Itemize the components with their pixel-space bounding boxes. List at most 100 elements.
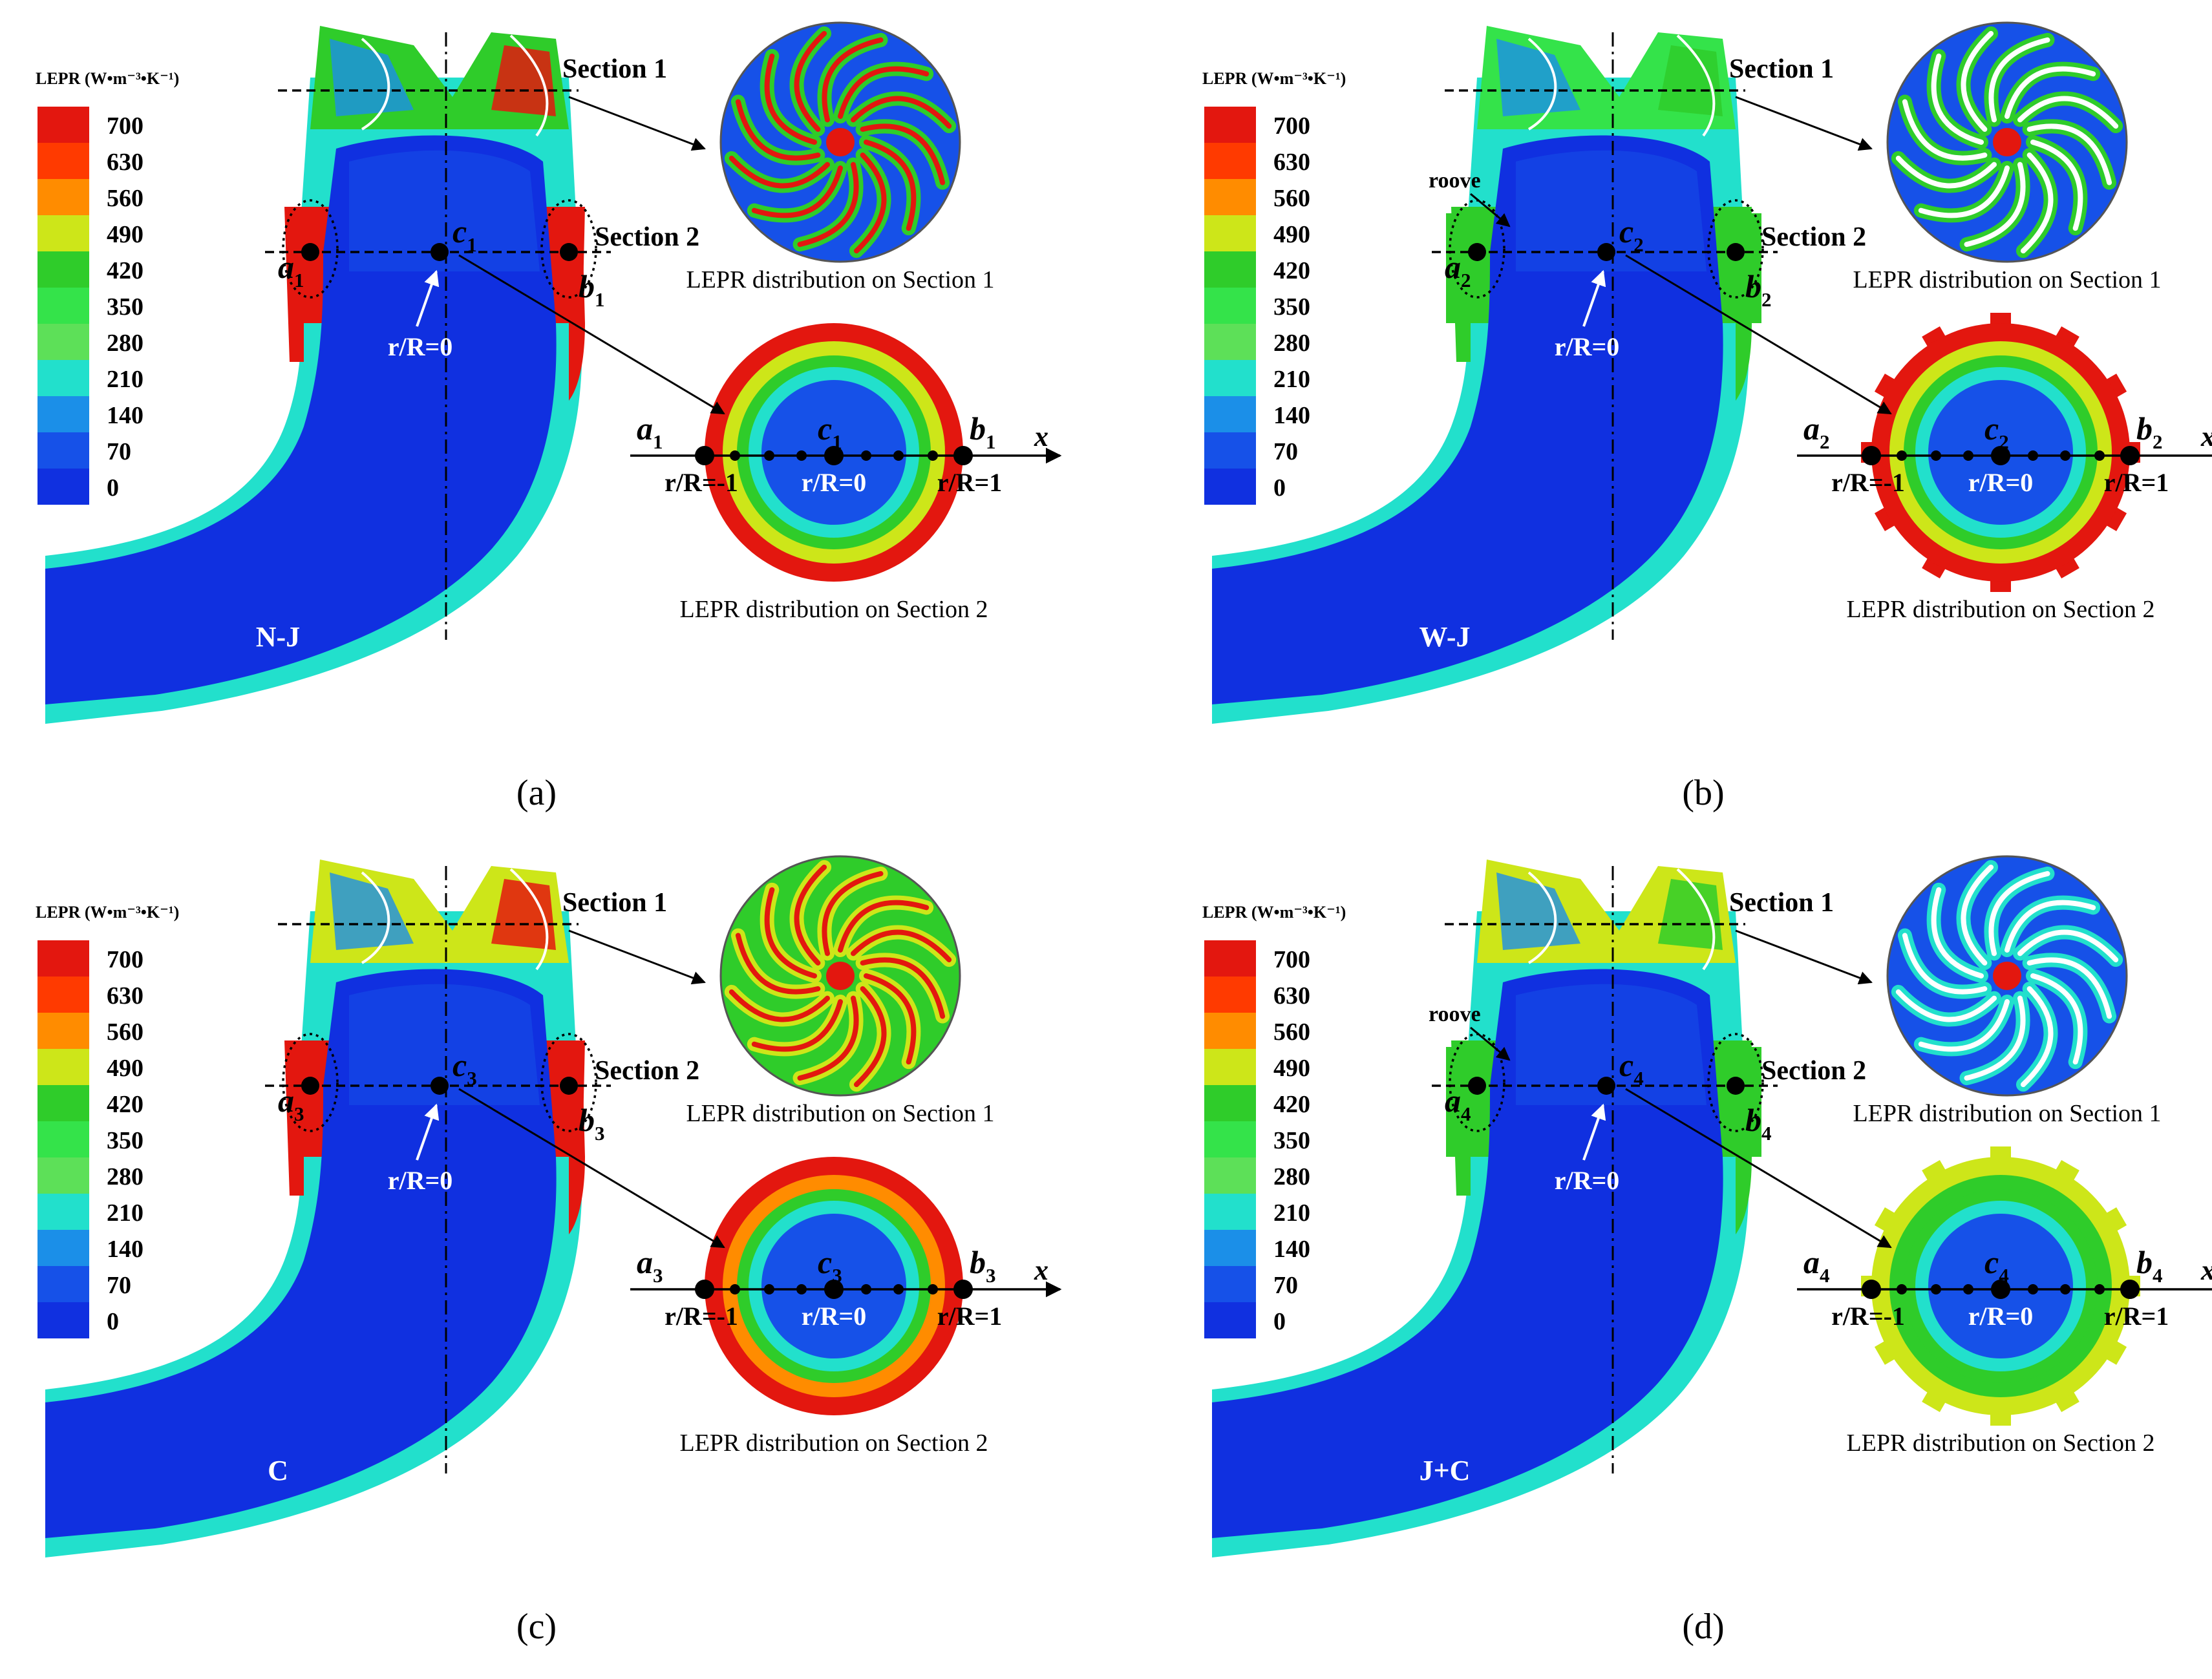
legend-level-label: 280	[1273, 1163, 1310, 1190]
label-c-section2: c1	[818, 410, 842, 453]
legend-swatch	[37, 179, 89, 215]
section1-blade	[764, 887, 817, 978]
section1-blade	[2026, 957, 2112, 1019]
section1-caption: LEPR distribution on Section 1	[1853, 266, 2161, 293]
legend-swatch	[1204, 469, 1256, 505]
section2-key-point	[1862, 446, 1881, 465]
legend-level-label: 280	[107, 330, 144, 357]
legend-swatch	[37, 251, 89, 288]
panel-caption: (c)	[516, 1607, 557, 1647]
section1-blade	[1931, 53, 1984, 145]
section1-blade	[751, 165, 843, 218]
case-label: C	[268, 1455, 288, 1486]
section1-pointer-arrow	[1735, 96, 1873, 151]
label-c-main: c2	[1619, 213, 1644, 256]
legend-swatch	[1204, 1302, 1256, 1338]
section2-caption: LEPR distribution on Section 2	[1846, 1430, 2154, 1457]
section2-sample-point	[2028, 1284, 2038, 1294]
label-a-main: a4	[1445, 1082, 1471, 1125]
legend-level-label: 140	[1273, 402, 1310, 429]
section2-pointer-arrow	[1625, 1088, 1892, 1249]
label-b-main: b4	[1745, 1102, 1772, 1145]
legend-title: LEPR (W•m⁻³•K⁻¹)	[1202, 903, 1346, 922]
section1-caption: LEPR distribution on Section 1	[686, 1100, 994, 1127]
groove-label: roove	[1429, 169, 1481, 193]
legend-level-label: 630	[107, 982, 144, 1009]
groove-right	[1736, 213, 1761, 323]
wall-region-left	[282, 199, 339, 299]
legend-level-label: 560	[1273, 185, 1310, 212]
section1-blade	[1895, 989, 1997, 1022]
legend-level-label: 70	[107, 438, 131, 465]
impeller-blade-right	[491, 879, 556, 950]
impeller-blade-edge	[361, 871, 390, 964]
section1-blade	[2026, 123, 2112, 185]
section1-label: Section 1	[562, 888, 667, 918]
legend-level-label: 210	[107, 1199, 144, 1227]
groove-left	[1446, 213, 1472, 323]
r0-label-section2: r/R=0	[1968, 468, 2034, 497]
legend-swatch	[1204, 1085, 1256, 1121]
legend-swatch	[37, 940, 89, 977]
pipe-right-wall-band	[569, 207, 585, 349]
section1-pointer-arrow	[568, 929, 706, 985]
section1-blade	[860, 123, 946, 185]
legend-level-label: 140	[107, 1236, 144, 1263]
legend-level-label: 0	[107, 474, 119, 502]
groove-left	[1446, 1047, 1472, 1157]
section1-blade	[851, 96, 952, 129]
legend-swatch	[1204, 977, 1256, 1013]
r0-pointer-arrow	[416, 1103, 440, 1161]
section1-blade	[764, 53, 817, 145]
legend-swatch	[37, 143, 89, 179]
label-c-section2: c3	[818, 1244, 842, 1287]
section1-blade	[794, 30, 827, 132]
section1-blade	[2017, 929, 2119, 963]
legend-swatch	[1204, 1266, 1256, 1302]
legend-swatch	[37, 1194, 89, 1230]
legend-swatch	[1204, 1194, 1256, 1230]
impeller-blade-left	[1496, 39, 1580, 116]
r0-pointer-arrow	[1582, 1103, 1606, 1161]
point-b-main	[1727, 243, 1745, 261]
label-c-main: c3	[452, 1047, 477, 1090]
section1-hub	[1993, 128, 2021, 156]
impeller-blade-right	[1658, 879, 1723, 950]
legend-level-label: 350	[107, 1127, 144, 1154]
legend-level-label: 420	[107, 1091, 144, 1118]
legend-level-label: 630	[1273, 982, 1310, 1009]
r0-label-section2: r/R=0	[802, 1302, 867, 1331]
section2-sample-point	[764, 450, 774, 461]
section2-key-point	[824, 446, 844, 465]
section2-key-point	[824, 1280, 844, 1299]
section2-caption: LEPR distribution on Section 2	[679, 1430, 988, 1457]
case-label: W-J	[1419, 621, 1470, 653]
section1-hub	[826, 962, 855, 990]
section2-sample-point	[1963, 450, 1973, 461]
legend-level-label: 350	[107, 293, 144, 321]
label-a-main: a1	[278, 249, 304, 291]
point-a-main	[301, 243, 319, 261]
legend-level-label: 700	[107, 946, 144, 973]
label-c-main: c4	[1619, 1047, 1644, 1090]
section2-sample-point	[2060, 450, 2070, 461]
section1-disc-edge	[719, 855, 961, 1097]
section2-sample-point	[2028, 450, 2038, 461]
section2-key-point	[1991, 446, 2010, 465]
section1-caption: LEPR distribution on Section 1	[1853, 1100, 2161, 1127]
legend-level-label: 700	[1273, 112, 1310, 140]
section1-blade	[2017, 96, 2119, 129]
section1-blade	[794, 864, 827, 966]
impeller-blade-edge	[1527, 37, 1557, 131]
case-label: N-J	[256, 621, 300, 653]
section1-blade	[2030, 973, 2083, 1065]
section1-blade	[838, 66, 930, 119]
impeller-blade-left	[330, 872, 414, 950]
wall-region-right	[1707, 199, 1764, 299]
legend-swatch	[37, 215, 89, 251]
r0-label-main: r/R=0	[388, 332, 453, 361]
section1-blade	[1902, 99, 1988, 161]
section1-blade	[2005, 66, 2096, 119]
point-a-main	[1468, 243, 1486, 261]
legend-level-label: 210	[1273, 366, 1310, 393]
